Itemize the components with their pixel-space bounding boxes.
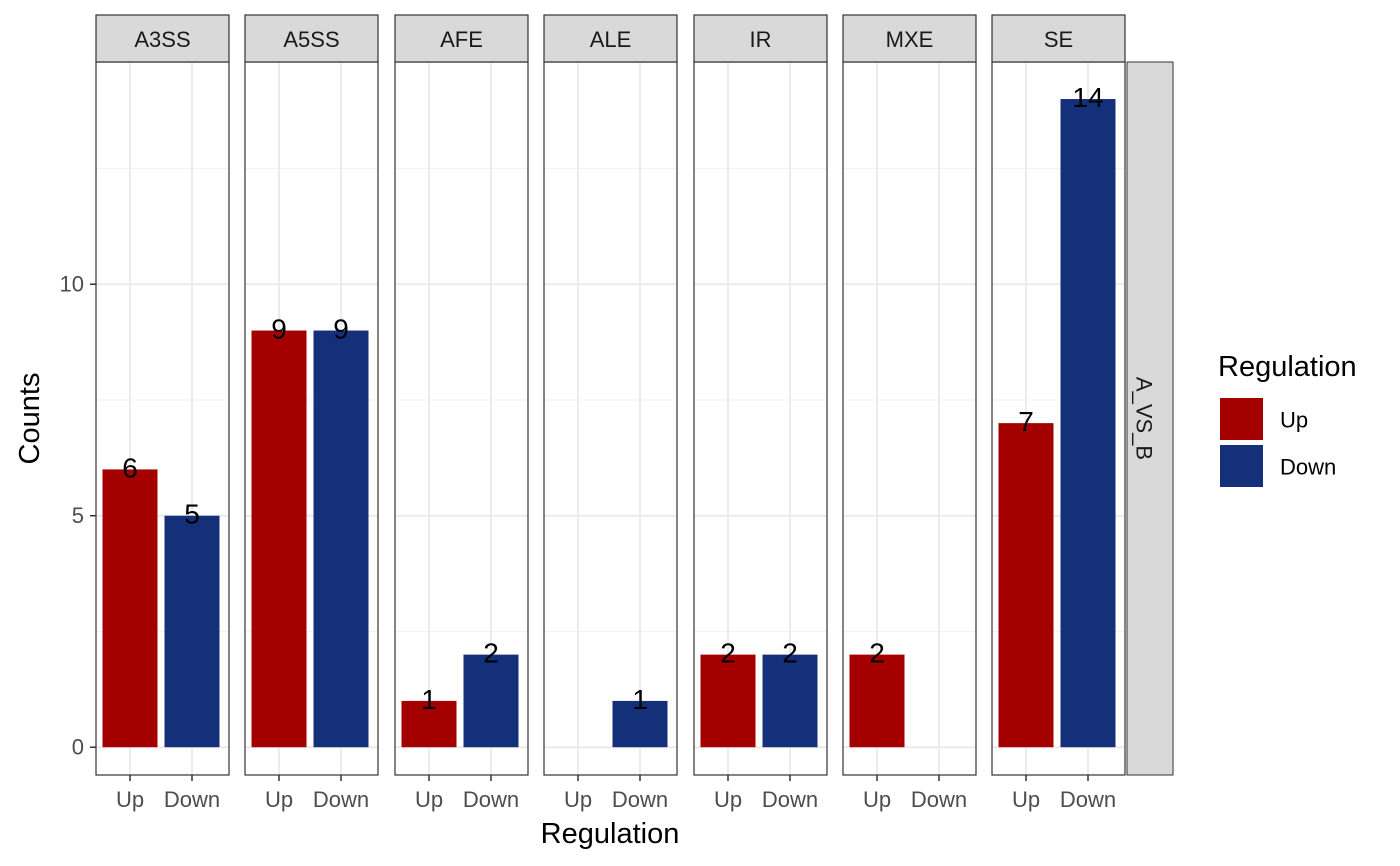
x-tick-label-down: Down bbox=[911, 787, 967, 812]
bar-label-ir-down: 2 bbox=[782, 638, 798, 669]
bar-afe-up bbox=[401, 700, 457, 748]
legend-key-up bbox=[1220, 398, 1263, 440]
facet-panel-a5ss: 9 Up 9 Down A5SS bbox=[244, 14, 379, 812]
bar-label-afe-down: 2 bbox=[483, 638, 499, 669]
row-strip-box bbox=[1126, 61, 1174, 776]
bar-label-a3ss-up: 6 bbox=[122, 452, 138, 483]
bar-label-ir-up: 2 bbox=[720, 638, 736, 669]
bar-a3ss-down bbox=[164, 515, 220, 748]
strip-label-a3ss: A3SS bbox=[134, 27, 190, 52]
x-tick-label-down: Down bbox=[762, 787, 818, 812]
bar-se-up bbox=[998, 423, 1054, 748]
bar-mxe-up bbox=[849, 654, 905, 748]
bar-afe-down bbox=[463, 654, 519, 748]
bar-ir-up bbox=[700, 654, 756, 748]
strip-label-a5ss: A5SS bbox=[283, 27, 339, 52]
x-tick-label-down: Down bbox=[463, 787, 519, 812]
facet-panel-ale: Up 1 Down ALE bbox=[543, 14, 678, 812]
facet-panels: 6 Up 5 Down A3SS 9 Up 9 Down A5SS 1 Up 2 Down AFE Up 1 Do… bbox=[95, 14, 1126, 812]
x-tick-label-up: Up bbox=[265, 787, 293, 812]
bar-label-afe-up: 1 bbox=[421, 684, 437, 715]
x-tick-label-up: Up bbox=[116, 787, 144, 812]
y-axis: 0 5 10 bbox=[60, 272, 96, 760]
strip-box bbox=[693, 14, 828, 63]
bar-label-a5ss-up: 9 bbox=[271, 314, 287, 345]
strip-label-ir: IR bbox=[750, 27, 772, 52]
y-tick-label: 5 bbox=[72, 503, 84, 528]
legend-key-down bbox=[1220, 445, 1263, 487]
strip-label-se: SE bbox=[1044, 27, 1073, 52]
x-tick-label-up: Up bbox=[863, 787, 891, 812]
x-tick-label-up: Up bbox=[564, 787, 592, 812]
strip-box bbox=[842, 14, 977, 63]
strip-label-ale: ALE bbox=[590, 27, 632, 52]
x-tick-label-down: Down bbox=[1060, 787, 1116, 812]
strip-label-mxe: MXE bbox=[886, 27, 934, 52]
bar-label-a5ss-down: 9 bbox=[333, 314, 349, 345]
x-tick-label-down: Down bbox=[164, 787, 220, 812]
strip-box bbox=[394, 14, 529, 63]
x-tick-label-down: Down bbox=[612, 787, 668, 812]
y-tick-label: 10 bbox=[60, 272, 84, 297]
bar-a5ss-down bbox=[313, 330, 369, 748]
strip-box bbox=[244, 14, 379, 63]
facet-panel-afe: 1 Up 2 Down AFE bbox=[394, 14, 529, 812]
y-tick-label: 0 bbox=[72, 735, 84, 760]
bar-label-se-down: 14 bbox=[1072, 82, 1103, 113]
row-strip-label: A_VS_B bbox=[1132, 377, 1157, 460]
bar-label-se-up: 7 bbox=[1018, 406, 1034, 437]
x-axis-title: Regulation bbox=[541, 818, 680, 850]
facet-panel-ir: 2 Up 2 Down IR bbox=[693, 14, 828, 812]
bar-a3ss-up bbox=[102, 469, 158, 748]
bar-label-a3ss-down: 5 bbox=[184, 499, 200, 530]
bar-ale-down bbox=[612, 700, 668, 748]
bar-se-down bbox=[1060, 99, 1116, 748]
bar-a5ss-up bbox=[251, 330, 307, 748]
row-strip: A_VS_B bbox=[1126, 61, 1174, 776]
x-tick-label-up: Up bbox=[415, 787, 443, 812]
strip-box bbox=[991, 14, 1126, 63]
legend-title: Regulation bbox=[1218, 351, 1357, 383]
x-tick-label-up: Up bbox=[714, 787, 742, 812]
facet-panel-se: 7 Up 14 Down SE bbox=[991, 14, 1126, 812]
legend-label-down: Down bbox=[1280, 455, 1336, 480]
x-tick-label-down: Down bbox=[313, 787, 369, 812]
x-tick-label-up: Up bbox=[1012, 787, 1040, 812]
bar-label-mxe-up: 2 bbox=[869, 638, 885, 669]
y-axis-title: Counts bbox=[14, 373, 46, 465]
panel-background bbox=[544, 62, 677, 775]
facet-panel-a3ss: 6 Up 5 Down A3SS bbox=[95, 14, 230, 812]
strip-box bbox=[95, 14, 230, 63]
strip-box bbox=[543, 14, 678, 63]
facet-panel-mxe: 2 Up Down MXE bbox=[842, 14, 977, 812]
legend-label-up: Up bbox=[1280, 408, 1308, 433]
bar-label-ale-down: 1 bbox=[632, 684, 648, 715]
bar-ir-down bbox=[762, 654, 818, 748]
legend: Regulation Up Down bbox=[1218, 351, 1357, 487]
strip-label-afe: AFE bbox=[440, 27, 483, 52]
